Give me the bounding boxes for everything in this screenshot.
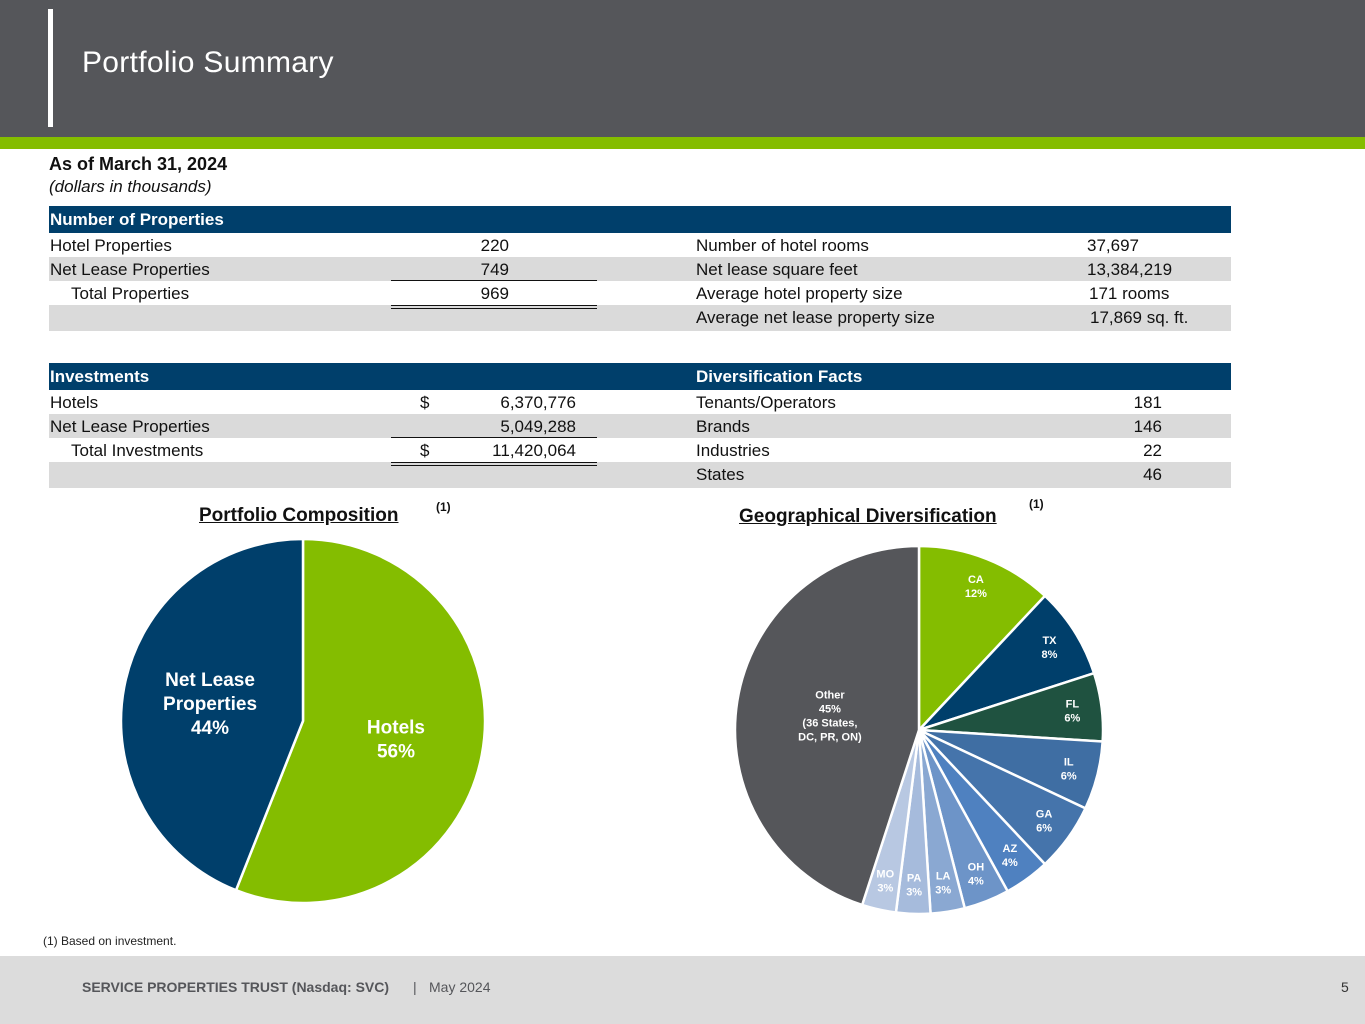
title-accent-bar: [48, 9, 53, 127]
pie-label-net-lease-properties: Net Lease Properties 44%: [163, 670, 257, 739]
total-double-underline: [391, 465, 597, 466]
pie-slice-ca: [917, 544, 1047, 734]
subtotal-underline: [391, 437, 597, 438]
portfolio-composition-chart: Hotels 56% Net Lease Properties 44%: [119, 537, 487, 905]
portfolio-composition-title: Portfolio Composition: [199, 505, 399, 526]
geographical-diversification-title: Geographical Diversification: [739, 506, 997, 527]
table-row: Hotels $ 6,370,776 Tenants/Operators 181: [50, 393, 1162, 412]
pie-label-pa: PA 3%: [906, 872, 922, 898]
pie-slice-other: [733, 544, 921, 907]
footer: SERVICE PROPERTIES TRUST (Nasdaq: SVC) |…: [0, 956, 1365, 1024]
company-name: SERVICE PROPERTIES TRUST (Nasdaq: SVC): [82, 979, 390, 995]
geographical-diversification-chart: CA 12% TX 8% FL 6% IL 6% GA 6% AZ 4% OH 4% LA 3% PA 3% MO 3…: [733, 544, 1105, 916]
table-row: Average net lease property size 17,869 s…: [49, 305, 1231, 331]
table-row: Net Lease Properties 749 Net lease squar…: [49, 257, 1231, 281]
page-title: Portfolio Summary: [82, 46, 334, 79]
table-row: Net Lease Properties 5,049,288 Brands 14…: [49, 414, 1231, 438]
pie-slice-hotels: [234, 537, 487, 905]
presentation-date: May 2024: [429, 979, 491, 995]
pie-label-tx: TX 8%: [1042, 635, 1058, 661]
page-number: 5: [1341, 979, 1349, 995]
pie-label-ca: CA 12%: [965, 574, 987, 600]
table-row: Total Investments $ 11,420,064 Industrie…: [71, 441, 1162, 460]
pie-slice-tx: [918, 594, 1096, 732]
pie-label-fl: FL 6%: [1064, 698, 1080, 724]
pie-slice-net-lease-properties: [119, 537, 305, 892]
subtotal-underline: [391, 280, 597, 281]
pie-label-ga: GA 6%: [1036, 809, 1053, 835]
title-bar: Portfolio Summary: [0, 0, 1365, 137]
pie-label-la: LA 3%: [935, 871, 951, 897]
total-double-underline: [391, 308, 597, 309]
table-row: Total Properties 969 Average hotel prope…: [71, 284, 1170, 303]
footnote: (1) Based on investment.: [43, 934, 177, 948]
pie-label-other: Other 45% (36 States, DC, PR, ON): [798, 690, 862, 744]
total-double-underline: [391, 462, 597, 463]
investments-header: Investments Diversification Facts: [49, 363, 1231, 390]
pie-label-oh: OH 4%: [968, 862, 985, 888]
investments-table: Investments Diversification Facts Hotels…: [49, 363, 1231, 488]
properties-header: Number of Properties: [49, 206, 1231, 233]
total-double-underline: [391, 305, 597, 306]
pie-label-mo: MO 3%: [876, 869, 894, 895]
accent-band: [0, 137, 1365, 149]
footer-separator: |: [413, 979, 417, 995]
units-note: (dollars in thousands): [49, 177, 212, 196]
properties-table: Number of Properties Hotel Properties 22…: [49, 206, 1231, 331]
footnote-marker: (1): [1029, 497, 1044, 511]
footnote-marker: (1): [436, 500, 451, 514]
table-row: States 46: [49, 462, 1231, 488]
pie-label-hotels: Hotels 56%: [367, 717, 425, 762]
as-of-date: As of March 31, 2024: [49, 154, 228, 174]
pie-label-az: AZ 4%: [1002, 843, 1018, 869]
table-row: Hotel Properties 220 Number of hotel roo…: [50, 236, 1139, 255]
pie-label-il: IL 6%: [1061, 756, 1077, 782]
